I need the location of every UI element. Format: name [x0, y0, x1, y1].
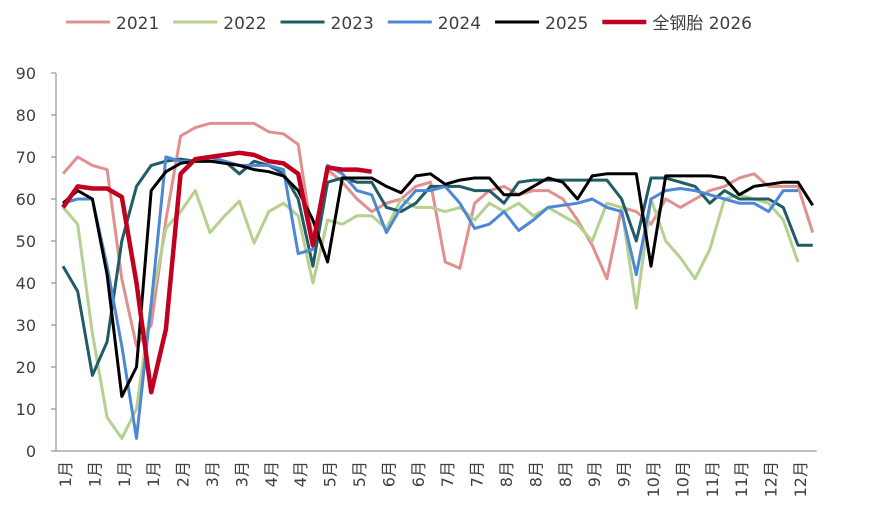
x-tick-label: 1月: [85, 461, 104, 487]
y-tick-label: 40: [16, 274, 36, 293]
y-tick-label: 20: [16, 358, 36, 377]
y-tick-label: 70: [16, 148, 36, 167]
x-tick-label: 8月: [556, 461, 575, 487]
y-tick-label: 60: [16, 190, 36, 209]
x-tick-label: 8月: [497, 461, 516, 487]
x-tick-label: 12月: [791, 461, 810, 497]
legend-label: 全钢胎 2026: [652, 14, 752, 34]
legend-label: 2021: [116, 14, 159, 34]
x-tick-label: 1月: [56, 461, 75, 487]
y-tick-label: 50: [16, 232, 36, 251]
series-line: [61, 189, 800, 440]
x-tick-label: 12月: [762, 461, 781, 497]
x-tick-label: 4月: [291, 461, 310, 487]
x-tick-label: 9月: [615, 461, 634, 487]
x-tick-label: 6月: [409, 461, 428, 487]
x-tick-label: 2月: [174, 461, 193, 487]
y-tick-label: 10: [16, 400, 36, 419]
x-tick-label: 6月: [379, 461, 398, 487]
x-tick-label: 1月: [144, 461, 163, 487]
y-tick-label: 90: [16, 64, 36, 83]
x-tick-label: 7月: [468, 461, 487, 487]
x-tick-label: 5月: [321, 461, 340, 487]
x-tick-label: 8月: [526, 461, 545, 487]
x-tick-label: 10月: [644, 461, 663, 497]
x-tick-label: 10月: [673, 461, 692, 497]
series-line: [62, 155, 798, 440]
x-tick-label: 5月: [350, 461, 369, 487]
legend-label: 2024: [438, 14, 481, 34]
x-tick-label: 7月: [438, 461, 457, 487]
x-tick-label: 3月: [232, 461, 251, 487]
series-line: [61, 121, 815, 348]
legend-label: 2022: [223, 14, 266, 34]
x-tick-label: 1月: [115, 461, 134, 487]
series-line: [62, 159, 814, 398]
x-tick-label: 9月: [585, 461, 604, 487]
series-line: [61, 150, 373, 395]
x-tick-label: 11月: [703, 461, 722, 497]
y-tick-label: 80: [16, 106, 36, 125]
legend-label: 2025: [545, 14, 588, 34]
y-tick-label: 0: [26, 442, 36, 461]
x-tick-label: 4月: [262, 461, 281, 487]
legend-label: 2023: [331, 14, 374, 34]
y-tick-label: 30: [16, 316, 36, 335]
x-tick-label: 3月: [203, 461, 222, 487]
x-tick-label: 11月: [732, 461, 751, 497]
